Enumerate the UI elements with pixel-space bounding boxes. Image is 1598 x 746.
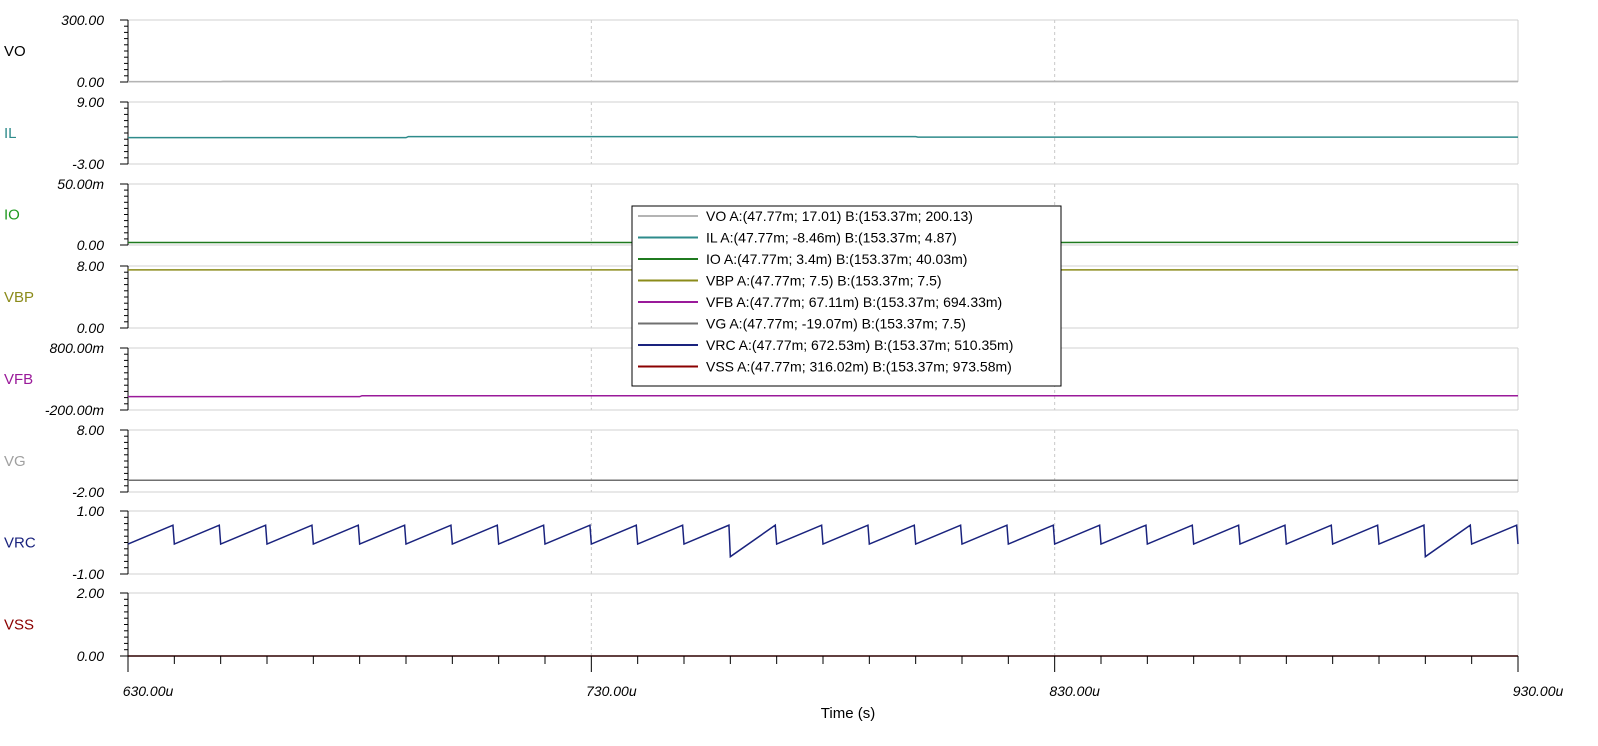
y-tick-label: 0.00 — [77, 74, 104, 90]
legend-entry: VBP A:(47.77m; 7.5) B:(153.37m; 7.5) — [706, 273, 942, 289]
signal-label: VSS — [4, 617, 34, 634]
y-tick-label: -1.00 — [72, 566, 104, 582]
signal-label: VRC — [4, 535, 36, 552]
y-tick-label: -200.00m — [45, 402, 104, 418]
legend-entry: VSS A:(47.77m; 316.02m) B:(153.37m; 973.… — [706, 359, 1012, 375]
panel-vo: 300.00 0.00 VO — [4, 12, 1519, 90]
legend[interactable]: VO A:(47.77m; 17.01) B:(153.37m; 200.13)… — [631, 205, 1062, 387]
legend-entry: VRC A:(47.77m; 672.53m) B:(153.37m; 510.… — [706, 337, 1013, 353]
signal-label: IO — [4, 207, 20, 224]
y-tick-label: 300.00 — [61, 12, 104, 28]
panel-il: 9.00 -3.00 IL — [4, 94, 1519, 172]
signal-label: IL — [4, 125, 17, 142]
legend-entry: IL A:(47.77m; -8.46m) B:(153.37m; 4.87) — [706, 230, 957, 246]
trace-vfb — [128, 394, 1518, 398]
legend-entry: VFB A:(47.77m; 67.11m) B:(153.37m; 694.3… — [706, 294, 1002, 310]
legend-box — [631, 205, 1062, 387]
signal-label: VO — [4, 43, 26, 60]
y-tick-label: -3.00 — [72, 156, 104, 172]
y-tick-label: -2.00 — [72, 484, 104, 500]
y-tick-label: 1.00 — [77, 503, 104, 519]
y-tick-label: 9.00 — [77, 94, 104, 110]
trace-il — [128, 135, 1518, 139]
x-tick-label: 630.00u — [123, 683, 174, 699]
x-axis-title: Time (s) — [821, 705, 875, 722]
signal-label: VBP — [4, 289, 34, 306]
y-tick-label: 0.00 — [77, 237, 104, 253]
legend-entry: IO A:(47.77m; 3.4m) B:(153.37m; 40.03m) — [706, 251, 967, 267]
panel-vg: 8.00 -2.00 VG — [4, 422, 1519, 500]
y-tick-label: 50.00m — [57, 176, 104, 192]
panel-vrc: 1.00 -1.00 VRC — [4, 503, 1519, 582]
signal-label: VG — [4, 453, 26, 470]
legend-entry: VO A:(47.77m; 17.01) B:(153.37m; 200.13) — [706, 208, 973, 224]
y-tick-label: 0.00 — [77, 648, 104, 664]
y-tick-label: 8.00 — [77, 258, 104, 274]
x-tick-label: 730.00u — [586, 683, 637, 699]
x-axis: 630.00u 730.00u 830.00u 930.00u Time (s) — [123, 655, 1564, 722]
trace-vrc — [127, 523, 1519, 559]
panel-vss: 2.00 0.00 VSS — [4, 585, 1519, 664]
signal-label: VFB — [4, 371, 33, 388]
y-tick-label: 800.00m — [50, 340, 105, 356]
y-tick-label: 0.00 — [77, 320, 104, 336]
y-tick-label: 2.00 — [76, 585, 104, 601]
legend-entry: VG A:(47.77m; -19.07m) B:(153.37m; 7.5) — [706, 316, 966, 332]
y-tick-label: 8.00 — [77, 422, 104, 438]
x-tick-label: 830.00u — [1049, 683, 1100, 699]
x-tick-label: 930.00u — [1513, 683, 1564, 699]
